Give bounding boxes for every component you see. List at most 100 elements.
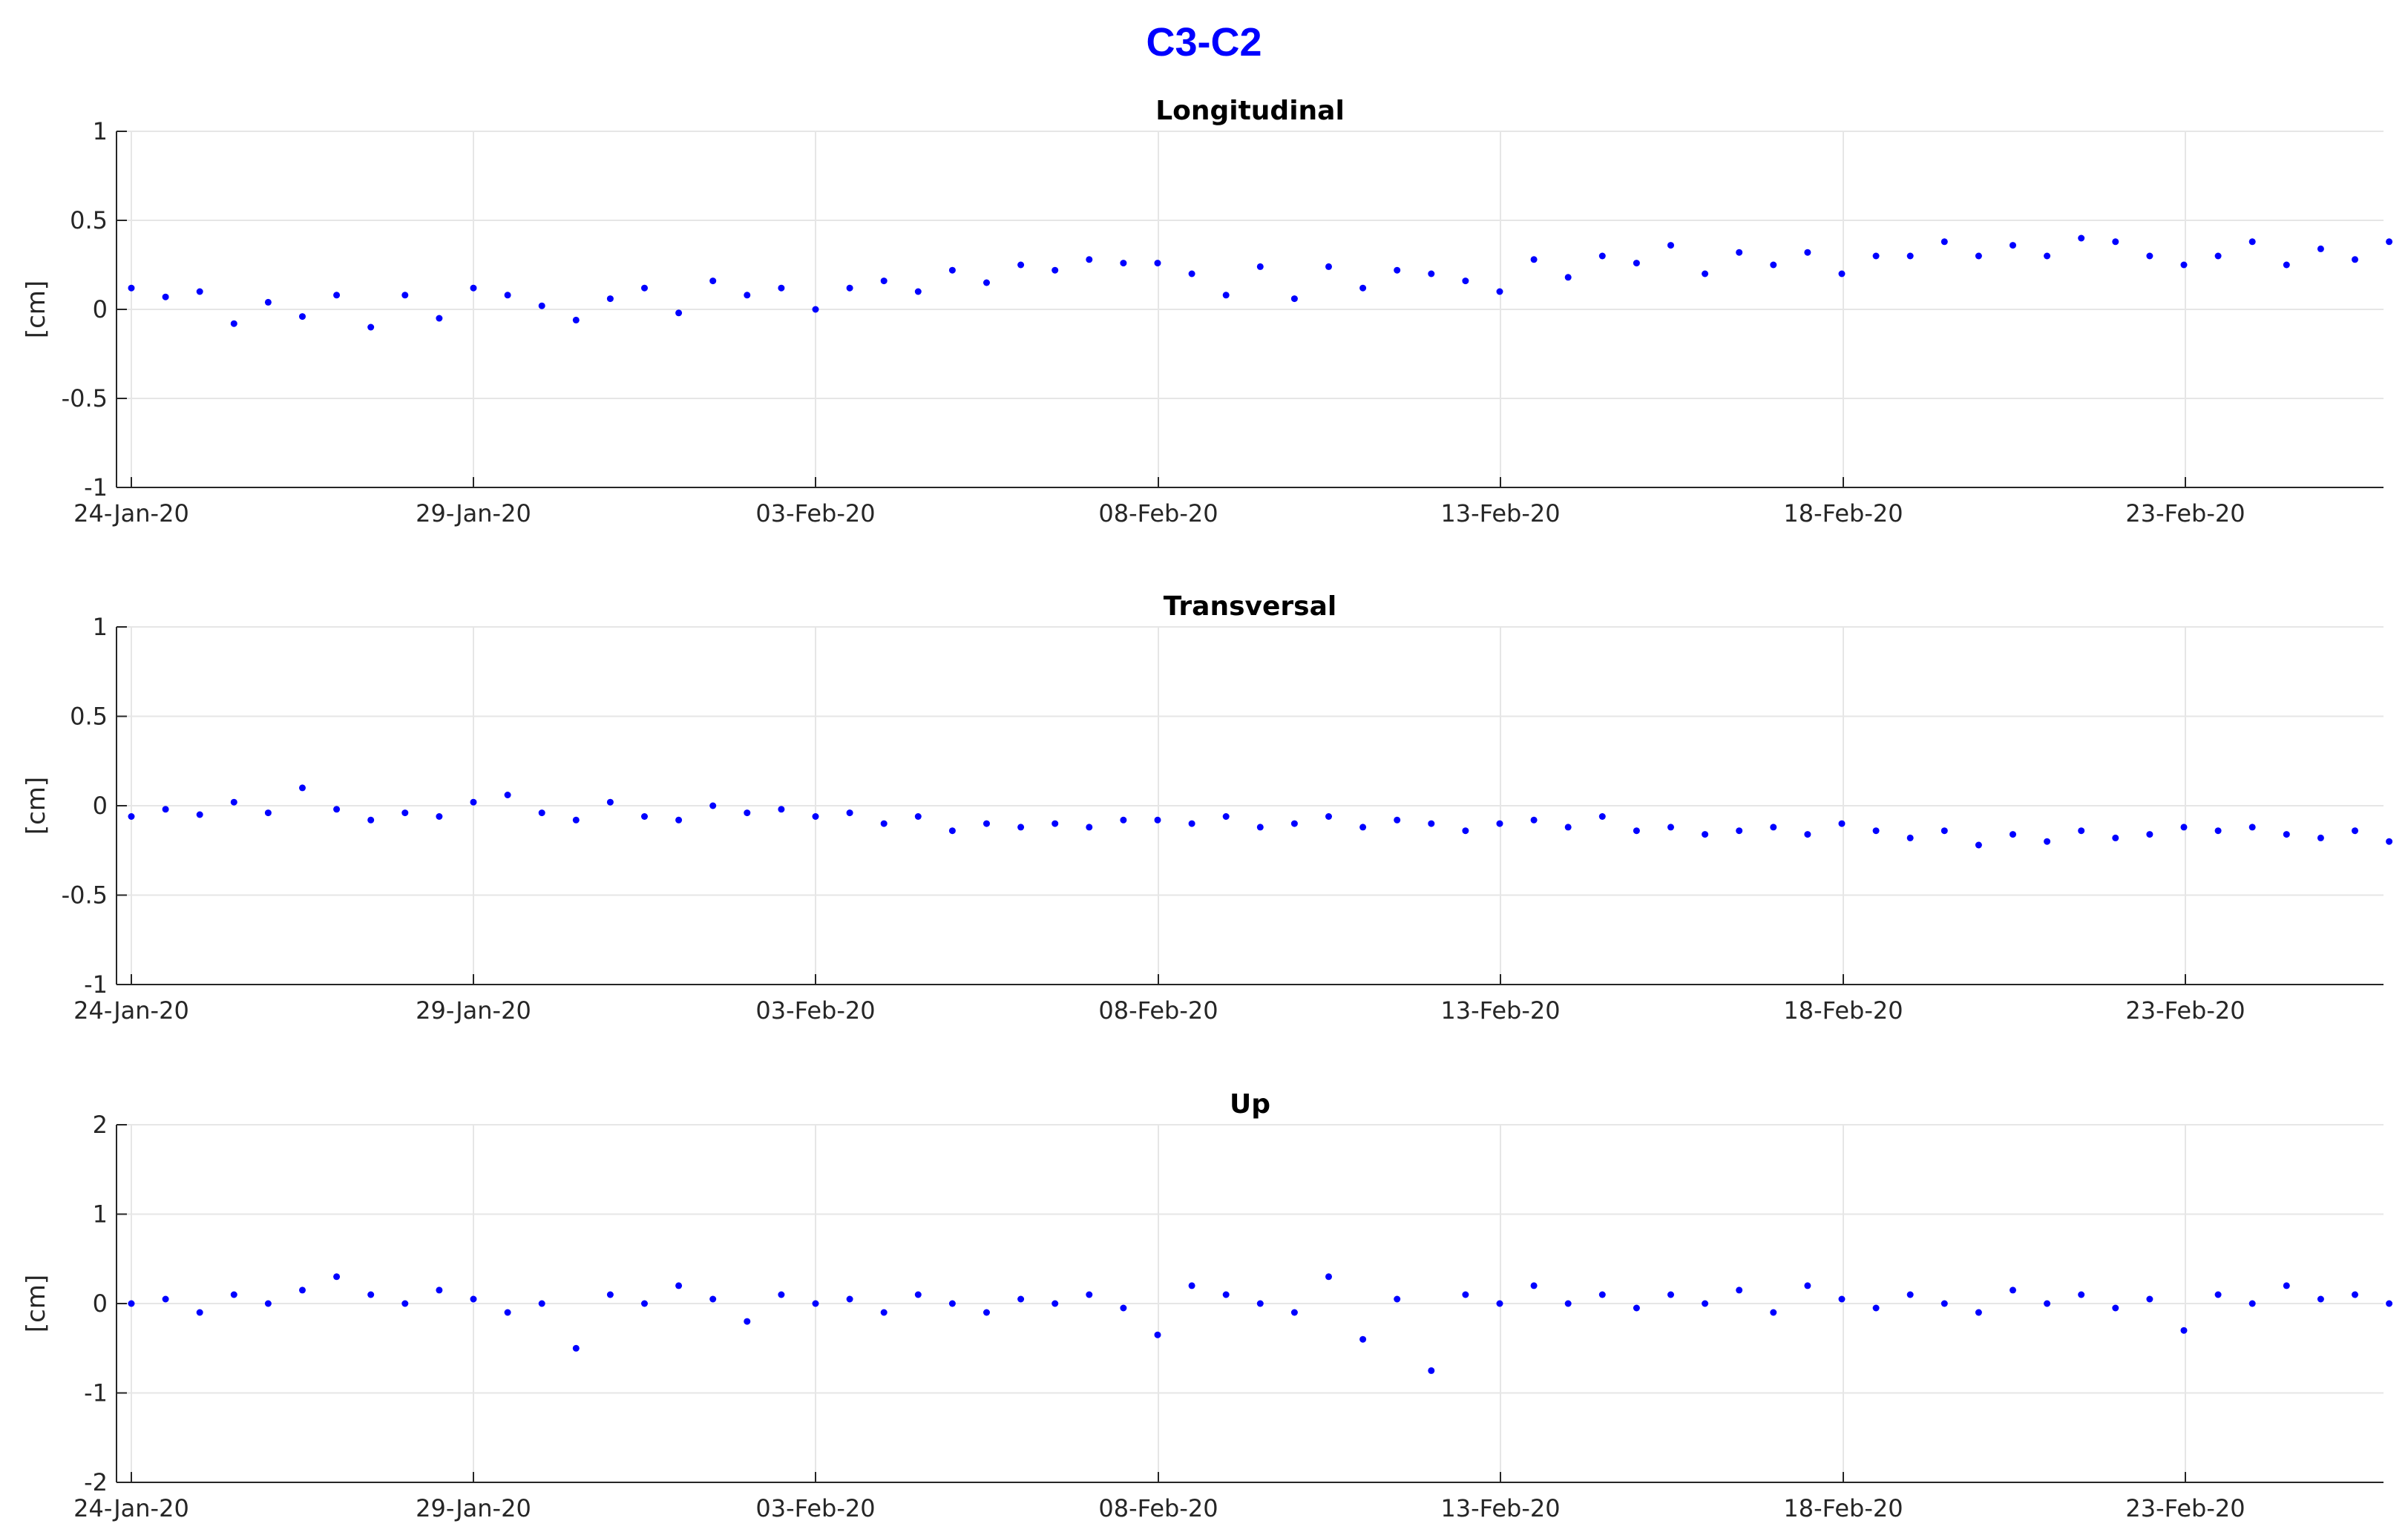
- data-point: [572, 816, 580, 824]
- data-point: [1052, 266, 1059, 274]
- data-point: [1906, 834, 1914, 841]
- data-point: [778, 806, 785, 813]
- y-tick-label: -1: [84, 473, 108, 502]
- data-point: [641, 1300, 648, 1307]
- data-point: [2044, 1300, 2051, 1307]
- data-point: [162, 806, 169, 813]
- data-point: [264, 809, 272, 817]
- data-point: [162, 293, 169, 300]
- data-point: [2283, 831, 2290, 838]
- data-point: [1975, 1309, 1982, 1316]
- x-tick-label: 08-Feb-20: [1098, 996, 1218, 1025]
- x-tick-label: 03-Feb-20: [755, 1494, 875, 1522]
- data-point: [1804, 1282, 1811, 1289]
- data-point: [2317, 1295, 2324, 1303]
- data-point: [1770, 1309, 1777, 1316]
- y-tick-label: 1: [93, 1200, 108, 1229]
- data-point: [470, 1295, 477, 1303]
- x-tick-label: 24-Jan-20: [73, 499, 189, 528]
- x-tick-label: 24-Jan-20: [73, 1494, 189, 1522]
- x-tick-label: 23-Feb-20: [2125, 996, 2245, 1025]
- data-point: [1325, 813, 1332, 820]
- data-point: [983, 1309, 990, 1316]
- data-point: [333, 1273, 341, 1281]
- data-point: [812, 1300, 819, 1307]
- data-point: [401, 1300, 409, 1307]
- data-point: [2248, 238, 2256, 246]
- data-point: [983, 820, 990, 827]
- data-point: [2180, 824, 2188, 831]
- data-point: [1222, 292, 1230, 299]
- data-point: [196, 811, 203, 818]
- data-point: [2386, 238, 2393, 246]
- data-point: [1359, 1335, 1367, 1343]
- data-point: [2180, 261, 2188, 269]
- panel-title: Transversal: [1164, 591, 1336, 622]
- data-point: [1222, 1291, 1230, 1298]
- y-tick-label: 0: [93, 1289, 108, 1318]
- data-point: [1667, 824, 1674, 831]
- data-point: [641, 284, 648, 292]
- data-point: [1290, 295, 1298, 303]
- data-point: [1017, 261, 1025, 269]
- data-point: [1188, 1282, 1195, 1289]
- data-point: [1462, 1291, 1469, 1298]
- data-point: [2146, 1295, 2153, 1303]
- data-point: [1804, 831, 1811, 838]
- y-tick-label: -2: [84, 1468, 108, 1496]
- data-point: [538, 1300, 545, 1307]
- data-point: [1256, 263, 1264, 270]
- data-point: [880, 277, 888, 285]
- data-point: [1838, 270, 1846, 277]
- x-tick-label: 13-Feb-20: [1440, 1494, 1560, 1522]
- data-point: [1667, 242, 1674, 249]
- data-point: [1702, 831, 1709, 838]
- data-point: [2180, 1327, 2188, 1334]
- data-point: [2078, 827, 2085, 835]
- data-point: [1564, 824, 1572, 831]
- data-point: [128, 284, 135, 292]
- data-point: [2248, 1300, 2256, 1307]
- data-point: [1428, 270, 1435, 277]
- y-tick-label: 1: [93, 613, 108, 641]
- data-point: [1496, 288, 1503, 295]
- data-point: [2112, 1304, 2119, 1312]
- figure-title: C3-C2: [1146, 20, 1262, 65]
- data-point: [1940, 827, 1948, 835]
- data-point: [1804, 249, 1811, 256]
- data-point: [1940, 1300, 1948, 1307]
- data-point: [675, 309, 683, 317]
- data-point: [470, 284, 477, 292]
- y-tick-label: 1: [93, 117, 108, 145]
- data-point: [778, 1291, 785, 1298]
- data-point: [2146, 831, 2153, 838]
- x-tick-label: 29-Jan-20: [416, 996, 531, 1025]
- y-axis-label: [cm]: [22, 280, 51, 338]
- panel-transversal: -1 -0.5 0 0.5 1 24-Jan-20 29-Jan-20 03-Feb-20 08…: [22, 591, 2393, 1025]
- panel-up: -2 -1 0 1 2 24-Jan-20 29-Jan-20 03-Feb-20 08-Feb…: [22, 1089, 2393, 1522]
- data-point: [2317, 834, 2324, 841]
- data-point: [983, 279, 990, 286]
- data-point: [914, 1291, 922, 1298]
- panel-title: Up: [1230, 1089, 1270, 1120]
- x-tick-label: 23-Feb-20: [2125, 1494, 2245, 1522]
- data-point: [1154, 260, 1161, 267]
- data-point: [367, 816, 375, 824]
- data-point: [1188, 270, 1195, 277]
- x-tick-label: 23-Feb-20: [2125, 499, 2245, 528]
- data-point: [1256, 824, 1264, 831]
- x-tick-label: 08-Feb-20: [1098, 1494, 1218, 1522]
- data-point: [1325, 263, 1332, 270]
- data-point: [128, 1300, 135, 1307]
- data-point: [333, 292, 341, 299]
- data-point: [1428, 820, 1435, 827]
- data-point: [914, 813, 922, 820]
- data-point: [1086, 256, 1093, 263]
- data-point: [1394, 816, 1401, 824]
- data-point: [2317, 245, 2324, 252]
- data-point: [1872, 827, 1880, 835]
- y-tick-label: -1: [84, 970, 108, 999]
- data-point: [1633, 827, 1640, 835]
- data-point: [1598, 813, 1606, 820]
